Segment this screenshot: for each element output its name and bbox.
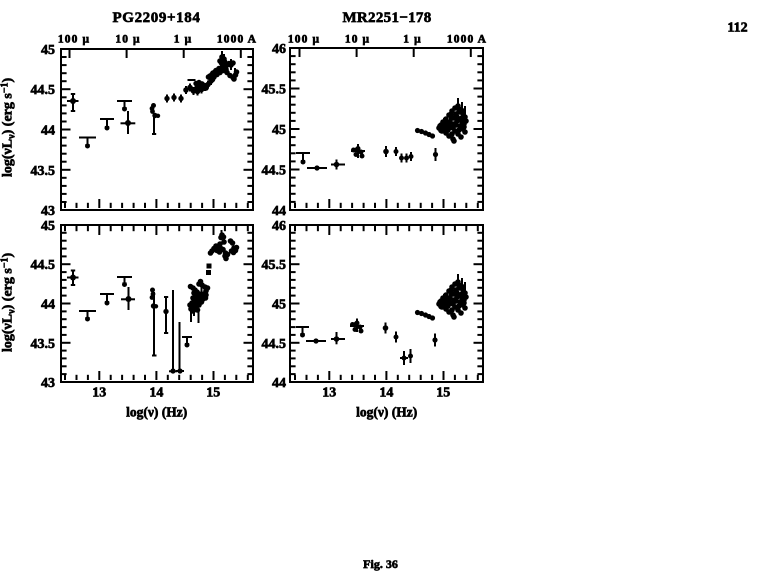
svg-text:44: 44 — [272, 204, 286, 219]
svg-text:MR2251−178: MR2251−178 — [342, 10, 431, 26]
svg-text:1000 A: 1000 A — [447, 34, 487, 46]
svg-text:10 μ: 10 μ — [345, 34, 370, 46]
svg-text:14: 14 — [149, 386, 163, 401]
svg-text:45.5: 45.5 — [262, 83, 287, 98]
svg-text:44.5: 44.5 — [262, 164, 287, 179]
svg-text:46: 46 — [272, 42, 286, 57]
svg-text:112: 112 — [727, 21, 747, 36]
svg-text:Fig. 36: Fig. 36 — [363, 557, 398, 571]
svg-text:100 μ: 100 μ — [288, 34, 320, 46]
svg-text:44: 44 — [41, 298, 55, 313]
svg-text:45: 45 — [41, 43, 55, 58]
svg-text:log(ν) (Hz): log(ν) (Hz) — [356, 405, 417, 420]
svg-text:44.5: 44.5 — [262, 337, 287, 352]
svg-text:46: 46 — [272, 219, 286, 234]
svg-text:1 μ: 1 μ — [403, 34, 421, 46]
svg-text:44.5: 44.5 — [31, 83, 56, 98]
svg-text:log(νLν) (erg s−1): log(νLν) (erg s−1) — [0, 252, 18, 352]
svg-text:log(ν) (Hz): log(ν) (Hz) — [126, 405, 187, 420]
svg-text:44: 44 — [272, 376, 286, 391]
svg-text:13: 13 — [92, 386, 106, 401]
svg-text:13: 13 — [322, 386, 336, 401]
svg-text:43: 43 — [41, 376, 55, 391]
svg-text:100 μ: 100 μ — [58, 34, 90, 46]
svg-text:log(νLν) (erg s−1): log(νLν) (erg s−1) — [0, 77, 18, 177]
svg-text:43.5: 43.5 — [31, 337, 56, 352]
svg-text:45: 45 — [272, 298, 286, 313]
svg-text:45: 45 — [272, 123, 286, 138]
svg-text:15: 15 — [206, 386, 220, 401]
svg-text:10 μ: 10 μ — [115, 34, 140, 46]
svg-text:15: 15 — [436, 386, 450, 401]
svg-text:14: 14 — [379, 386, 393, 401]
svg-text:1 μ: 1 μ — [174, 34, 192, 46]
svg-text:45: 45 — [41, 219, 55, 234]
svg-text:45.5: 45.5 — [262, 258, 287, 273]
svg-text:43.5: 43.5 — [31, 164, 56, 179]
svg-text:44.5: 44.5 — [31, 258, 56, 273]
svg-text:PG2209+184: PG2209+184 — [113, 10, 201, 26]
svg-text:1000 A: 1000 A — [217, 34, 257, 46]
svg-text:44: 44 — [41, 124, 55, 139]
svg-text:43: 43 — [41, 204, 55, 219]
